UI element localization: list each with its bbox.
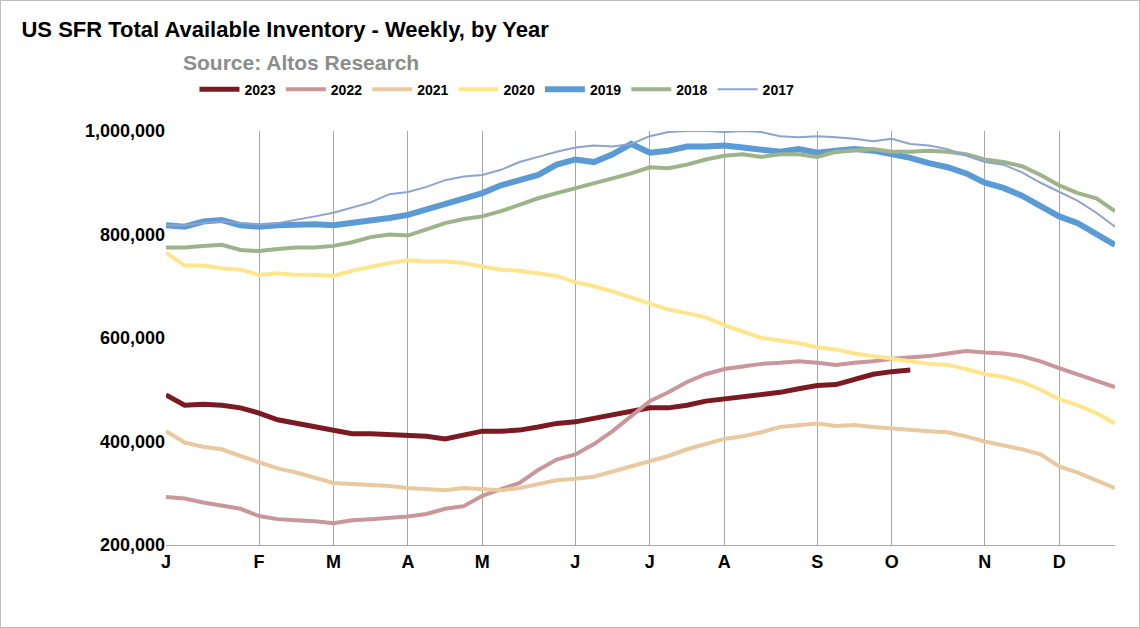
svg-text:A: A: [718, 552, 731, 572]
svg-text:2020: 2020: [504, 82, 535, 98]
svg-text:F: F: [254, 552, 265, 572]
svg-text:2019: 2019: [590, 82, 621, 98]
svg-text:2023: 2023: [244, 82, 275, 98]
svg-text:A: A: [401, 552, 414, 572]
svg-text:400,000: 400,000: [100, 432, 165, 452]
svg-text:2018: 2018: [676, 82, 707, 98]
svg-text:D: D: [1053, 552, 1066, 572]
svg-text:600,000: 600,000: [100, 328, 165, 348]
svg-text:O: O: [885, 552, 899, 572]
svg-text:Source: Altos Research: Source: Altos Research: [183, 51, 419, 74]
svg-text:2017: 2017: [763, 82, 794, 98]
svg-text:S: S: [811, 552, 823, 572]
svg-text:J: J: [570, 552, 580, 572]
svg-text:M: M: [326, 552, 341, 572]
svg-text:US SFR Total Available Invento: US SFR Total Available Inventory - Weekl…: [21, 17, 549, 42]
svg-text:200,000: 200,000: [100, 535, 165, 555]
svg-text:2021: 2021: [417, 82, 448, 98]
svg-text:J: J: [645, 552, 655, 572]
svg-text:J: J: [161, 552, 171, 572]
svg-text:M: M: [475, 552, 490, 572]
svg-text:N: N: [978, 552, 991, 572]
svg-text:2022: 2022: [331, 82, 362, 98]
svg-text:1,000,000: 1,000,000: [85, 121, 165, 141]
svg-text:800,000: 800,000: [100, 225, 165, 245]
